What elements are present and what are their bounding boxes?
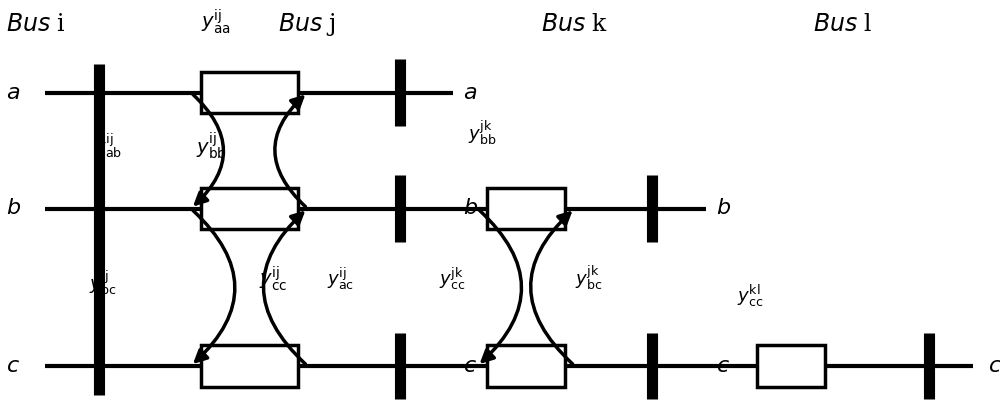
Bar	[201, 188, 298, 229]
Text: $\mathit{b}$: $\mathit{b}$	[6, 198, 21, 219]
Bar	[201, 72, 298, 113]
Text: $\mathit{y}_{\mathrm{cc}}^{\mathrm{ij}}$: $\mathit{y}_{\mathrm{cc}}^{\mathrm{ij}}$	[259, 264, 287, 293]
Bar	[201, 345, 298, 387]
Text: $\mathit{Bus}$ i: $\mathit{Bus}$ i	[6, 13, 66, 36]
Text: $\mathit{y}_{\mathrm{bb}}^{\mathrm{ij}}$: $\mathit{y}_{\mathrm{bb}}^{\mathrm{ij}}$	[196, 131, 226, 162]
FancyArrowPatch shape	[263, 213, 305, 364]
Text: $\mathit{a}$: $\mathit{a}$	[6, 81, 20, 103]
Text: $\mathit{Bus}$ k: $\mathit{Bus}$ k	[541, 13, 608, 36]
Text: $\mathit{c}$: $\mathit{c}$	[6, 355, 20, 377]
Text: $\mathit{b}$: $\mathit{b}$	[463, 198, 478, 219]
Text: $\mathit{b}$: $\mathit{b}$	[716, 198, 731, 219]
FancyArrowPatch shape	[193, 94, 223, 204]
Text: $\mathit{a}$: $\mathit{a}$	[463, 81, 477, 103]
Text: $\mathit{y}_{\mathrm{ac}}^{\mathrm{ij}}$: $\mathit{y}_{\mathrm{ac}}^{\mathrm{ij}}$	[327, 266, 354, 292]
Text: $\mathit{y}_{\mathrm{ab}}^{\mathrm{ij}}$: $\mathit{y}_{\mathrm{ab}}^{\mathrm{ij}}$	[94, 132, 122, 161]
Text: $\mathit{Bus}$ j: $\mathit{Bus}$ j	[278, 11, 336, 38]
FancyArrowPatch shape	[193, 211, 235, 362]
Text: $\mathit{y}_{\mathrm{cc}}^{\mathrm{jk}}$: $\mathit{y}_{\mathrm{cc}}^{\mathrm{jk}}$	[439, 266, 465, 292]
Bar	[757, 345, 825, 387]
Text: $\mathit{Bus}$ l: $\mathit{Bus}$ l	[813, 13, 872, 36]
Text: $\mathit{c}$: $\mathit{c}$	[463, 355, 477, 377]
FancyArrowPatch shape	[480, 211, 522, 362]
Text: $\mathit{y}_{\mathrm{cc}}^{\mathrm{kl}}$: $\mathit{y}_{\mathrm{cc}}^{\mathrm{kl}}$	[737, 282, 764, 309]
Text: $\mathit{y}_{\mathrm{bc}}^{\mathrm{ij}}$: $\mathit{y}_{\mathrm{bc}}^{\mathrm{ij}}$	[89, 269, 116, 298]
Text: $\mathit{y}_{\mathrm{bb}}^{\mathrm{jk}}$: $\mathit{y}_{\mathrm{bb}}^{\mathrm{jk}}$	[468, 119, 496, 148]
Text: $\mathit{c}$: $\mathit{c}$	[988, 355, 1000, 377]
Text: $\mathit{y}_{\mathrm{aa}}^{\mathrm{ij}}$: $\mathit{y}_{\mathrm{aa}}^{\mathrm{ij}}$	[201, 8, 230, 36]
Bar	[487, 345, 565, 387]
FancyArrowPatch shape	[531, 213, 573, 364]
Text: $\mathit{c}$: $\mathit{c}$	[716, 355, 729, 377]
Text: $\mathit{y}_{\mathrm{bc}}^{\mathrm{jk}}$: $\mathit{y}_{\mathrm{bc}}^{\mathrm{jk}}$	[575, 264, 602, 294]
FancyArrowPatch shape	[275, 97, 305, 206]
Bar	[487, 188, 565, 229]
